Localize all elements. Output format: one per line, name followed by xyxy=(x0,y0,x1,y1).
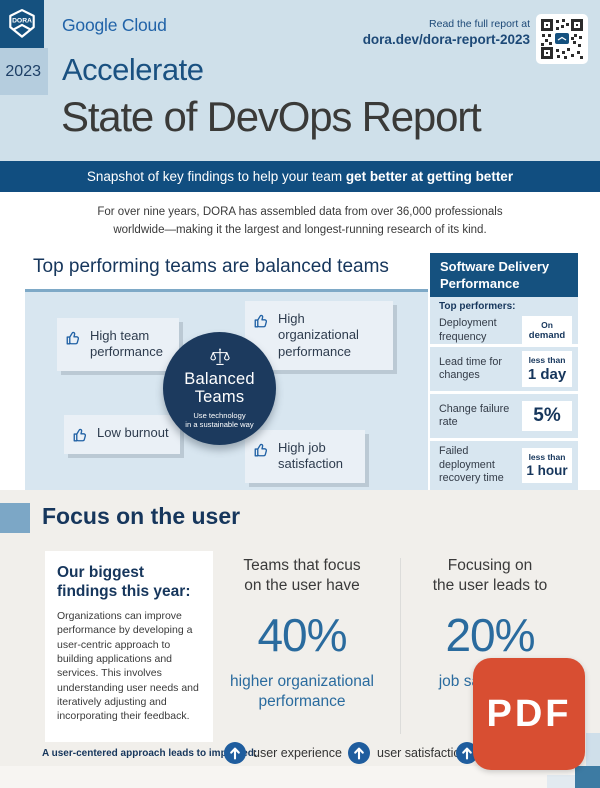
stat-value: 20% xyxy=(445,609,535,662)
sdp-row-value: 5% xyxy=(522,401,572,431)
sdp-row: Change failure rate 5% xyxy=(430,394,578,438)
sdp-row: Lead time for changes less than 1 day xyxy=(430,347,578,391)
report-cta: Read the full report at dora.dev/dora-re… xyxy=(363,18,530,47)
dora-banner-icon: DORA xyxy=(9,8,35,38)
circle-title: Teams xyxy=(194,388,245,407)
report-title: Accelerate xyxy=(62,52,204,87)
sdp-row: Top performers: Deployment frequency On … xyxy=(430,297,578,346)
findings-card-body: Organizations can improve performance by… xyxy=(57,610,199,723)
up-arrow-icon xyxy=(456,742,478,764)
heading-underline xyxy=(25,289,428,292)
thumbs-up-icon xyxy=(254,314,268,328)
year-badge: 2023 xyxy=(0,48,48,95)
tagline-text: Snapshot of key findings to help your te… xyxy=(86,169,346,184)
thumbs-up-icon xyxy=(254,443,268,457)
sdp-row-value: On demand xyxy=(522,316,572,346)
stat-value: 40% xyxy=(257,609,347,662)
tagline-banner: Snapshot of key findings to help your te… xyxy=(0,161,600,192)
sdp-subtitle: Top performers: xyxy=(439,301,516,312)
intro-line: For over nine years, DORA has assembled … xyxy=(97,206,503,218)
intro-line: worldwide—making it the largest and long… xyxy=(113,223,487,236)
balanced-card: High organizational performance xyxy=(245,301,393,370)
sdp-row-value: less than 1 day xyxy=(522,351,572,387)
tagline-text-bold: get better at getting better xyxy=(345,169,514,184)
dora-logo: DORA xyxy=(0,0,44,48)
header xyxy=(0,0,600,161)
circle-tagline: Use technology in a sustainable way xyxy=(185,410,254,430)
qr-code-icon xyxy=(541,19,583,59)
findings-card-title: Our biggest findings this year: xyxy=(57,564,191,600)
svg-text:DORA: DORA xyxy=(12,18,32,25)
focus-section-heading: Focus on the user xyxy=(42,503,241,529)
thumbs-up-icon xyxy=(66,331,80,345)
balance-scale-icon xyxy=(209,348,230,365)
improved-metric-label: user experience xyxy=(253,746,342,760)
sdp-row-label: Lead time for changes xyxy=(439,355,503,381)
improved-metric: user experience xyxy=(224,742,342,764)
corner-square-pale xyxy=(547,775,575,788)
balanced-teams-circle: Balanced Teams Use technology in a susta… xyxy=(163,332,276,445)
intro-paragraph: For over nine years, DORA has assembled … xyxy=(0,192,600,240)
balanced-card-label: High organizational performance xyxy=(278,311,359,359)
google-cloud-logo: Google Cloud xyxy=(62,15,167,35)
corner-square-light xyxy=(586,733,600,767)
report-cta-text: Read the full report at xyxy=(429,18,530,30)
sdp-panel-header: Software Delivery Performance xyxy=(430,253,578,297)
sdp-row: Failed deployment recovery time less tha… xyxy=(430,441,578,490)
bottom-strip xyxy=(0,766,600,788)
balanced-card-label: High job satisfaction xyxy=(278,440,344,472)
qr-code xyxy=(536,14,588,64)
balanced-card: Low burnout xyxy=(64,415,180,454)
sdp-title: Performance xyxy=(440,275,520,291)
thumbs-up-icon xyxy=(73,428,87,442)
up-arrow-icon xyxy=(348,742,370,764)
findings-card: Our biggest findings this year: Organiza… xyxy=(45,551,213,742)
report-subtitle: State of DevOps Report xyxy=(61,93,482,140)
sdp-row-label: Failed deployment recovery time xyxy=(439,445,504,485)
pdf-file-badge[interactable]: PDF xyxy=(473,658,585,770)
improved-metric-label: user satisfaction xyxy=(377,746,468,760)
balanced-card-label: Low burnout xyxy=(97,425,169,440)
improved-metric xyxy=(456,742,478,764)
sdp-panel-body: Top performers: Deployment frequency On … xyxy=(430,297,578,490)
balanced-section-heading: Top performing teams are balanced teams xyxy=(33,256,389,277)
section-accent-square xyxy=(0,503,30,533)
balanced-card: High job satisfaction xyxy=(245,430,365,483)
corner-square-steel xyxy=(575,766,600,788)
sdp-title: Software Delivery xyxy=(440,259,550,274)
stat-organizational-performance: Teams that focus on the user have 40% hi… xyxy=(222,556,382,713)
column-divider xyxy=(400,558,401,734)
up-arrow-icon xyxy=(224,742,246,764)
sdp-row-value: less than 1 hour xyxy=(522,448,572,483)
balanced-card: High team performance xyxy=(57,318,179,371)
sdp-row-label: Change failure rate xyxy=(439,402,510,428)
improved-metric: user satisfaction xyxy=(348,742,467,764)
circle-title: Balanced xyxy=(184,369,255,388)
report-url-link[interactable]: dora.dev/dora-report-2023 xyxy=(362,32,530,47)
footer-label: A user-centered approach leads to improv… xyxy=(42,748,258,759)
balanced-card-label: High team performance xyxy=(90,328,163,360)
sdp-row-label: Deployment frequency xyxy=(439,317,497,343)
